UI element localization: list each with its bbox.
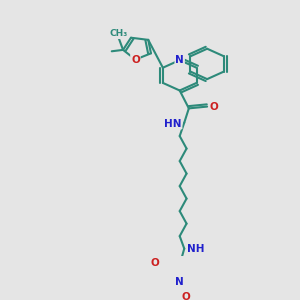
Text: O: O	[182, 292, 190, 300]
Text: CH₃: CH₃	[109, 29, 128, 38]
Text: O: O	[131, 55, 140, 64]
Text: NH: NH	[187, 244, 205, 254]
Text: N: N	[175, 55, 184, 65]
Text: O: O	[210, 102, 218, 112]
Text: N: N	[175, 277, 184, 287]
Text: HN: HN	[164, 118, 182, 129]
Text: O: O	[150, 258, 159, 268]
